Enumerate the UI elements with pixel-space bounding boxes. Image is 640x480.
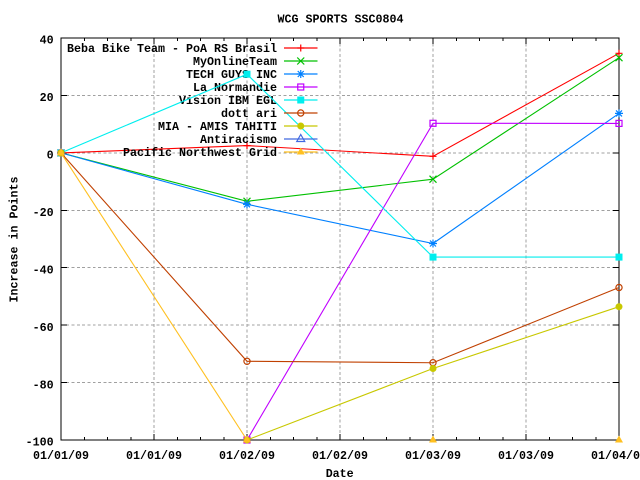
- svg-text:01/04/09: 01/04/09: [591, 449, 640, 463]
- svg-text:TECH GUYS INC: TECH GUYS INC: [186, 68, 277, 82]
- svg-text:MIA - AMIS TAHITI: MIA - AMIS TAHITI: [158, 120, 277, 134]
- svg-text:01/02/09: 01/02/09: [219, 449, 275, 463]
- svg-text:40: 40: [40, 34, 54, 48]
- svg-text:MyOnlineTeam: MyOnlineTeam: [193, 55, 277, 69]
- svg-text:01/03/09: 01/03/09: [405, 449, 461, 463]
- svg-text:Date: Date: [326, 467, 354, 480]
- svg-text:Antiracismo: Antiracismo: [200, 133, 277, 147]
- svg-text:01/01/09: 01/01/09: [33, 449, 89, 463]
- svg-text:dott ari: dott ari: [221, 107, 277, 121]
- svg-text:Vision IBM EGL: Vision IBM EGL: [179, 94, 277, 108]
- svg-text:La Normandie: La Normandie: [193, 81, 277, 95]
- svg-text:Pacific Northwest Grid: Pacific Northwest Grid: [123, 146, 277, 160]
- svg-text:20: 20: [40, 91, 54, 105]
- svg-text:-20: -20: [33, 206, 54, 220]
- svg-text:WCG SPORTS SSC0804: WCG SPORTS SSC0804: [278, 13, 404, 27]
- svg-text:-40: -40: [33, 263, 54, 277]
- svg-text:01/03/09: 01/03/09: [498, 449, 554, 463]
- svg-text:-60: -60: [33, 321, 54, 335]
- svg-text:0: 0: [47, 149, 54, 163]
- svg-text:Beba Bike Team - PoA RS Brasil: Beba Bike Team - PoA RS Brasil: [67, 42, 277, 56]
- svg-text:01/02/09: 01/02/09: [312, 449, 368, 463]
- svg-text:01/01/09: 01/01/09: [126, 449, 182, 463]
- svg-text:-100: -100: [26, 436, 54, 450]
- svg-text:-80: -80: [33, 378, 54, 392]
- svg-text:Increase in Points: Increase in Points: [8, 177, 22, 303]
